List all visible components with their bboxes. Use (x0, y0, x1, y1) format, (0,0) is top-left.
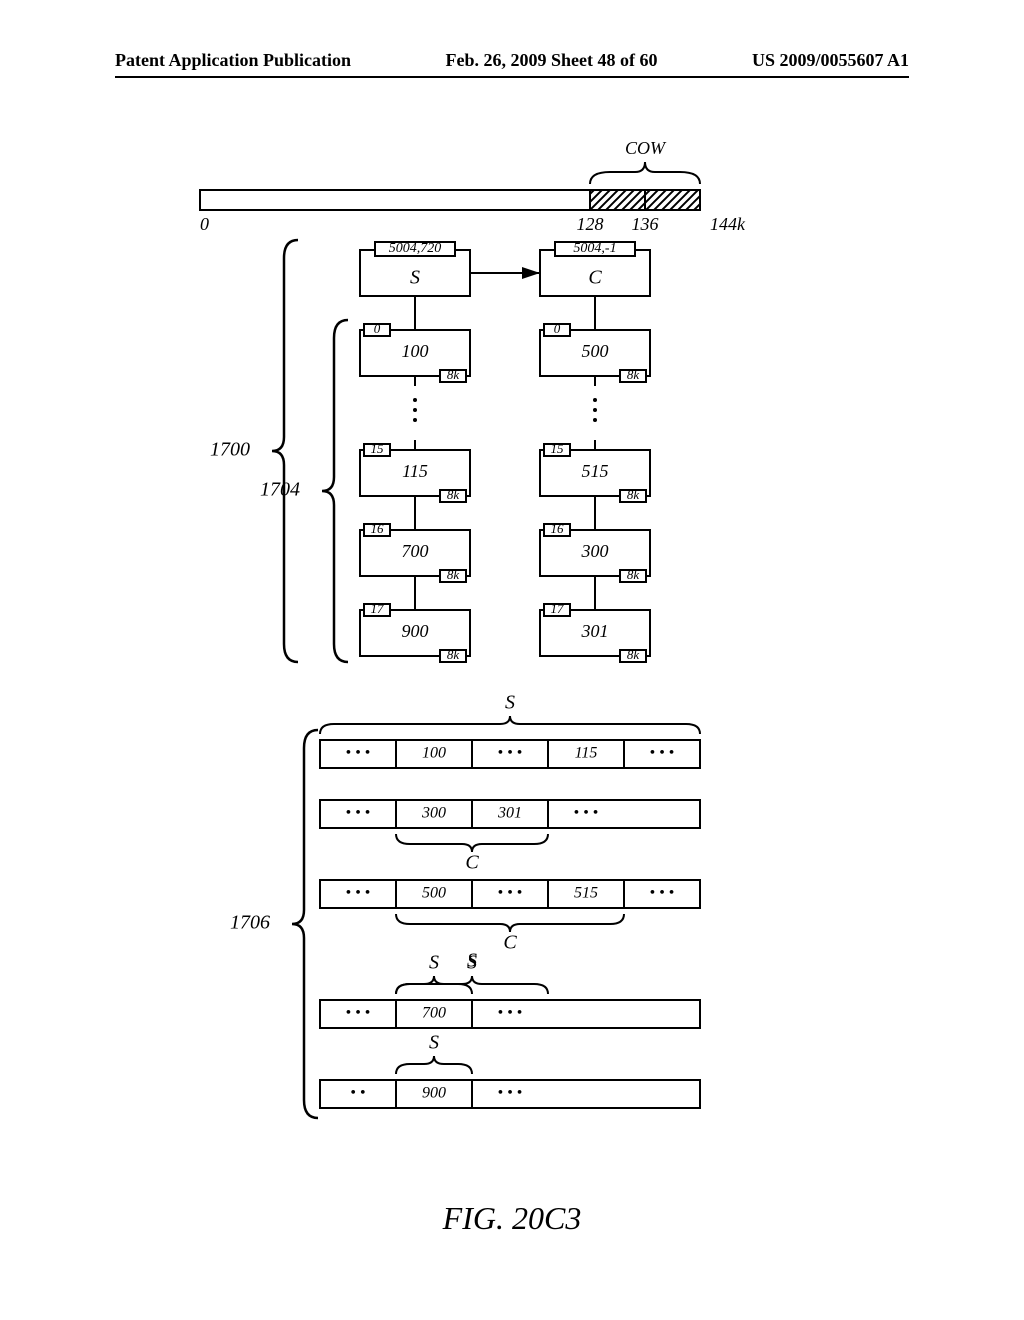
svg-text:0: 0 (374, 321, 381, 336)
svg-text:• • •: • • • (574, 805, 599, 822)
svg-text:S: S (429, 952, 439, 974)
svg-text:144k: 144k (710, 214, 746, 234)
svg-text:700: 700 (402, 541, 429, 561)
svg-text:• • •: • • • (498, 745, 523, 762)
svg-text:115: 115 (575, 745, 598, 762)
svg-text:700: 700 (422, 1005, 446, 1022)
svg-text:• • •: • • • (498, 1005, 523, 1022)
svg-text:515: 515 (574, 885, 598, 902)
svg-text:17: 17 (551, 601, 565, 616)
svg-text:• • •: • • • (498, 1085, 523, 1102)
svg-text:8k: 8k (447, 647, 460, 662)
svg-text:8k: 8k (627, 647, 640, 662)
svg-text:301: 301 (581, 621, 609, 641)
svg-text:S: S (410, 267, 420, 289)
svg-text:• • •: • • • (650, 745, 675, 762)
svg-text:115: 115 (402, 461, 428, 481)
svg-text:• •: • • (350, 1085, 365, 1102)
svg-text:16: 16 (371, 521, 385, 536)
svg-text:8k: 8k (447, 367, 460, 382)
svg-text:1704: 1704 (260, 479, 300, 501)
svg-text:8k: 8k (447, 487, 460, 502)
svg-text:100: 100 (422, 745, 446, 762)
svg-text:300: 300 (581, 541, 609, 561)
svg-text:S: S (429, 1032, 439, 1054)
svg-text:1706: 1706 (230, 912, 270, 934)
svg-text:136: 136 (632, 214, 659, 234)
svg-text:1700: 1700 (210, 439, 250, 461)
svg-text:900: 900 (402, 621, 429, 641)
svg-text:300: 300 (421, 805, 446, 822)
svg-text:0: 0 (554, 321, 561, 336)
svg-text:• • •: • • • (346, 805, 371, 822)
svg-text:100: 100 (402, 341, 429, 361)
svg-text:8k: 8k (447, 567, 460, 582)
patent-diagram: 0 128 136 144k COW 5004,720 S 5004,-1 C 0 100 8k 0 50… (0, 0, 1024, 1200)
svg-text:500: 500 (422, 885, 446, 902)
svg-text:S: S (467, 950, 477, 972)
svg-text:• • •: • • • (346, 1005, 371, 1022)
svg-text:301: 301 (497, 805, 522, 822)
svg-text:C: C (588, 267, 602, 289)
svg-text:16: 16 (551, 521, 565, 536)
svg-text:15: 15 (371, 441, 385, 456)
svg-text:COW: COW (625, 138, 667, 158)
svg-text:128: 128 (577, 214, 604, 234)
svg-text:15: 15 (551, 441, 565, 456)
svg-text:S: S (505, 692, 515, 714)
svg-text:5004,-1: 5004,-1 (573, 241, 616, 256)
svg-text:500: 500 (582, 341, 609, 361)
svg-text:8k: 8k (627, 567, 640, 582)
svg-text:• • •: • • • (346, 885, 371, 902)
svg-text:• • •: • • • (650, 885, 675, 902)
svg-text:• • •: • • • (498, 885, 523, 902)
svg-text:900: 900 (422, 1085, 446, 1102)
figure-caption: FIG. 20C3 (0, 1200, 1024, 1237)
svg-text:• • •: • • • (346, 745, 371, 762)
svg-text:8k: 8k (627, 367, 640, 382)
svg-text:515: 515 (582, 461, 609, 481)
svg-text:17: 17 (371, 601, 385, 616)
svg-text:8k: 8k (627, 487, 640, 502)
svg-text:C: C (503, 932, 517, 954)
svg-text:5004,720: 5004,720 (389, 241, 442, 256)
svg-text:0: 0 (200, 214, 209, 234)
svg-text:C: C (465, 852, 479, 874)
